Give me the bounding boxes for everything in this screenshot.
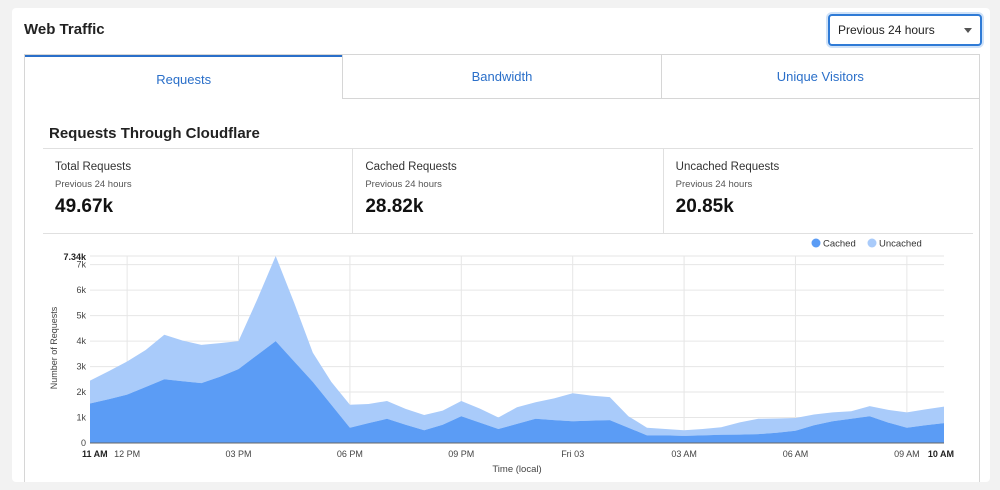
- y-tick-label: 1k: [76, 413, 86, 423]
- legend-swatch-uncached: [867, 238, 877, 248]
- y-tick-label: 2k: [76, 387, 86, 397]
- y-tick-label: 5k: [76, 311, 86, 321]
- stat-label: Total Requests: [55, 161, 132, 173]
- chart-legend: Cached Uncached: [811, 238, 922, 250]
- section-title: Requests Through Cloudflare: [49, 125, 260, 142]
- y-axis: 0 1k 2k 3k 4k 5k 6k 7k7.34k: [63, 252, 87, 448]
- x-tick-label: 12 PM: [114, 449, 140, 459]
- area-uncached: [90, 256, 944, 436]
- legend-label-cached: Cached: [823, 239, 856, 250]
- y-tick-label: 6k: [76, 285, 86, 295]
- area-cached: [90, 341, 944, 443]
- tab-requests[interactable]: Requests: [25, 55, 343, 99]
- page-title: Web Traffic: [24, 21, 105, 38]
- y-tick-label: 0: [81, 438, 86, 448]
- x-tick-label: 09 AM: [894, 449, 920, 459]
- stat-period: Previous 24 hours: [675, 179, 753, 190]
- stat-label: Cached Requests: [365, 161, 457, 173]
- chart-areas: [90, 256, 944, 443]
- x-tick-label: 06 AM: [783, 449, 809, 459]
- stat-uncached-requests: Uncached Requests Previous 24 hours 20.8…: [662, 149, 973, 233]
- stat-value: 49.67k: [55, 196, 114, 217]
- tab-bandwidth[interactable]: Bandwidth: [342, 55, 661, 99]
- legend-label-uncached: Uncached: [879, 239, 922, 250]
- requests-area-chart: 0 1k 2k 3k 4k 5k 6k 7k7.34k 12 PM 03 PM 06 PM 09 P…: [49, 238, 954, 475]
- metric-tabs: Requests Bandwidth Unique Visitors: [24, 54, 980, 99]
- time-range-select[interactable]: Previous 24 hours: [828, 14, 982, 46]
- x-tick-label: 06 PM: [337, 449, 363, 459]
- x-tick-label: Fri 03: [561, 449, 584, 459]
- x-tick-label: 03 AM: [671, 449, 697, 459]
- chevron-down-icon: [964, 28, 972, 33]
- chart-grid: [90, 255, 944, 443]
- web-traffic-card: Web Traffic Previous 24 hours Requests B…: [12, 8, 990, 482]
- x-axis-label: Time (local): [492, 464, 541, 475]
- requests-panel: Requests Through Cloudflare Total Reques…: [24, 98, 980, 482]
- y-tick-label: 7k: [76, 260, 86, 270]
- y-tick-label: 3k: [76, 362, 86, 372]
- stat-label: Uncached Requests: [675, 161, 780, 173]
- stat-cached-requests: Cached Requests Previous 24 hours 28.82k: [352, 149, 662, 233]
- y-max-label: 7.34k: [63, 252, 87, 262]
- stat-period: Previous 24 hours: [365, 179, 442, 190]
- x-tick-label: 09 PM: [448, 449, 474, 459]
- time-range-value: Previous 24 hours: [838, 23, 935, 37]
- stats-row: Total Requests Previous 24 hours 49.67k …: [43, 148, 973, 234]
- legend-swatch-cached: [811, 238, 821, 248]
- y-tick-label: 4k: [76, 336, 86, 346]
- tab-unique-visitors[interactable]: Unique Visitors: [660, 55, 979, 99]
- x-start-label: 11 AM: [82, 449, 108, 459]
- stat-period: Previous 24 hours: [55, 179, 132, 190]
- x-axis: 12 PM 03 PM 06 PM 09 PM Fri 03 03 AM 06 AM 09 A…: [82, 449, 954, 459]
- x-end-label: 10 AM: [928, 449, 954, 459]
- x-tick-label: 03 PM: [226, 449, 252, 459]
- stat-value: 28.82k: [365, 196, 424, 217]
- stat-total-requests: Total Requests Previous 24 hours 49.67k: [43, 149, 352, 233]
- y-axis-label: Number of Requests: [49, 306, 59, 389]
- stat-value: 20.85k: [675, 196, 734, 217]
